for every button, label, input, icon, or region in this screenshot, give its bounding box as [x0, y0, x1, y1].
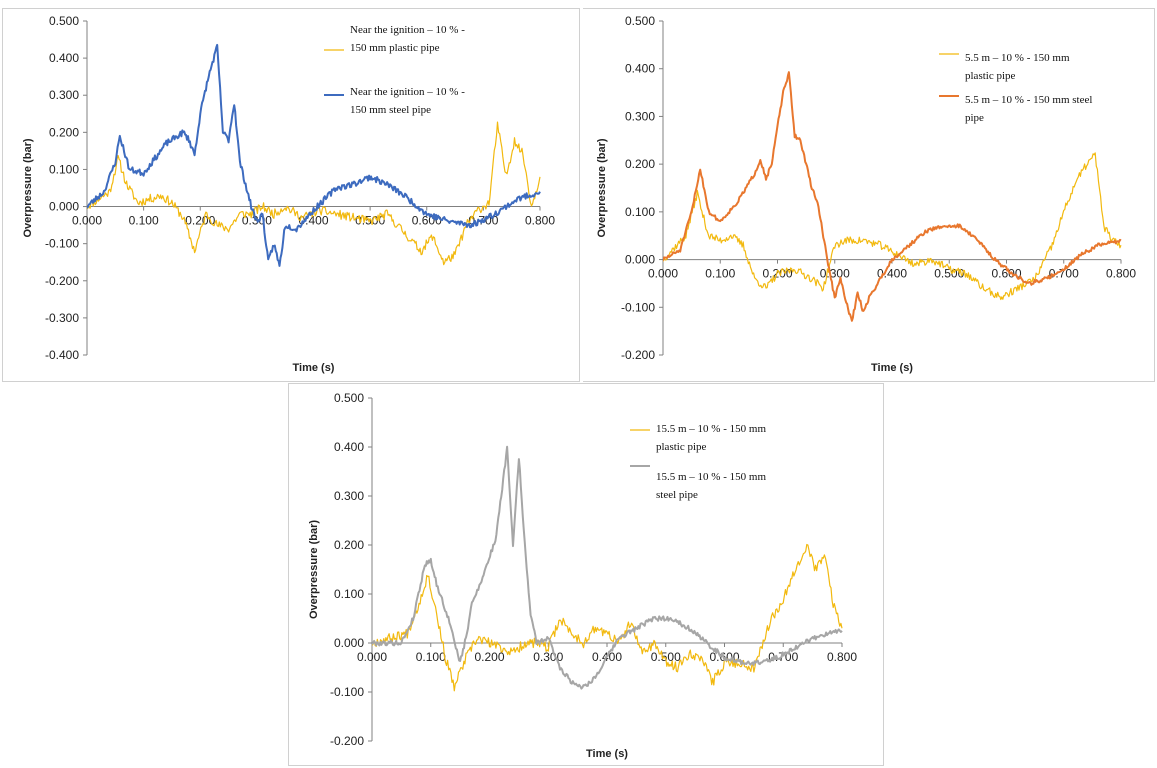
y-tick-label: -0.100	[45, 237, 79, 251]
y-axis-title: Overpressure (bar)	[308, 520, 320, 619]
y-tick-label: 0.000	[334, 636, 364, 650]
y-tick-label: 0.300	[334, 489, 364, 503]
x-tick-label: 0.700	[768, 650, 798, 664]
chart-svg: -0.200 -0.100 0.000 0.100 0.200 0.300 0.400 0.5…	[596, 14, 1136, 374]
chart-svg: -0.200 -0.100 0.000 0.100 0.200 0.300 0.400 0.5…	[308, 391, 857, 760]
y-tick-label: 0.100	[49, 162, 79, 176]
y-axis-title: Overpressure (bar)	[22, 138, 34, 237]
series-line-1	[663, 71, 1122, 322]
x-tick-label: 0.100	[129, 214, 159, 228]
x-tick-label: 0.800	[1106, 267, 1136, 281]
legend-label: 150 mm steel pipe	[350, 104, 431, 116]
y-tick-label: 0.000	[625, 253, 655, 267]
x-tick-label: 0.200	[762, 267, 792, 281]
x-tick-label: 0.300	[820, 267, 850, 281]
y-tick-label: -0.100	[621, 300, 655, 314]
series-line-0	[87, 121, 541, 266]
y-tick-label: 0.400	[334, 440, 364, 454]
x-axis-title: Time (s)	[293, 362, 335, 374]
y-tick-label: 0.500	[625, 14, 655, 28]
chart-panel-5-5m: -0.200 -0.100 0.000 0.100 0.200 0.300 0.400 0.5…	[583, 8, 1155, 382]
x-tick-label: 0.100	[416, 650, 446, 664]
x-tick-label: 0.000	[648, 267, 678, 281]
x-tick-label: 0.100	[705, 267, 735, 281]
y-tick-label: 0.500	[334, 391, 364, 405]
y-tick-label: -0.200	[621, 348, 655, 362]
legend-label: steel pipe	[656, 489, 698, 501]
x-tick-label: 0.700	[1049, 267, 1079, 281]
y-axis-title: Overpressure (bar)	[596, 138, 608, 237]
y-tick-label: 0.300	[625, 109, 655, 123]
x-tick-label: 0.000	[357, 650, 387, 664]
x-tick-label: 0.200	[185, 214, 215, 228]
y-tick-label: 0.200	[625, 157, 655, 171]
y-tick-label: 0.300	[49, 88, 79, 102]
legend-label: pipe	[965, 112, 984, 124]
y-tick-label: 0.400	[49, 51, 79, 65]
legend-label: plastic pipe	[965, 70, 1016, 82]
y-tick-label: 0.100	[334, 587, 364, 601]
x-tick-label: 0.000	[72, 214, 102, 228]
y-tick-label: 0.000	[49, 200, 79, 214]
legend-label: 15.5 m – 10 % - 150 mm	[656, 471, 766, 483]
x-axis-title: Time (s)	[586, 748, 628, 760]
y-tick-label: -0.100	[330, 685, 364, 699]
series-line-0	[663, 152, 1122, 301]
y-tick-label: 0.100	[625, 205, 655, 219]
legend-label: 5.5 m – 10 % - 150 mm steel	[965, 94, 1092, 106]
legend-label: 15.5 m – 10 % - 150 mm	[656, 423, 766, 435]
x-tick-label: 0.500	[651, 650, 681, 664]
y-tick-label: -0.300	[45, 311, 79, 325]
series-line-1	[372, 445, 843, 690]
x-tick-label: 0.800	[525, 214, 555, 228]
y-tick-label: -0.400	[45, 348, 79, 362]
legend-label: 150 mm plastic pipe	[350, 42, 440, 54]
series-line-1	[87, 43, 541, 267]
chart-panel-15-5m: -0.200 -0.100 0.000 0.100 0.200 0.300 0.400 0.5…	[288, 383, 884, 766]
x-tick-label: 0.200	[474, 650, 504, 664]
chart-svg: -0.400 -0.300 -0.200 -0.100 0.000 0.100 0.200 0…	[22, 14, 555, 374]
series-line-0	[372, 543, 843, 692]
legend-label: Near the ignition – 10 % -	[350, 86, 465, 98]
y-tick-label: -0.200	[330, 734, 364, 748]
legend-label: 5.5 m – 10 % - 150 mm	[965, 52, 1070, 64]
x-tick-label: 0.600	[991, 267, 1021, 281]
y-tick-label: 0.500	[49, 14, 79, 28]
chart-panel-near-ignition: -0.400 -0.300 -0.200 -0.100 0.000 0.100 0.200 0…	[2, 8, 580, 382]
x-tick-label: 0.400	[877, 267, 907, 281]
x-tick-label: 0.800	[827, 650, 857, 664]
y-tick-label: 0.200	[49, 125, 79, 139]
y-tick-label: 0.200	[334, 538, 364, 552]
legend-label: plastic pipe	[656, 441, 707, 453]
x-axis-title: Time (s)	[871, 362, 913, 374]
legend-label: Near the ignition – 10 % -	[350, 24, 465, 36]
y-tick-label: -0.200	[45, 274, 79, 288]
x-tick-label: 0.300	[533, 650, 563, 664]
y-tick-label: 0.400	[625, 62, 655, 76]
